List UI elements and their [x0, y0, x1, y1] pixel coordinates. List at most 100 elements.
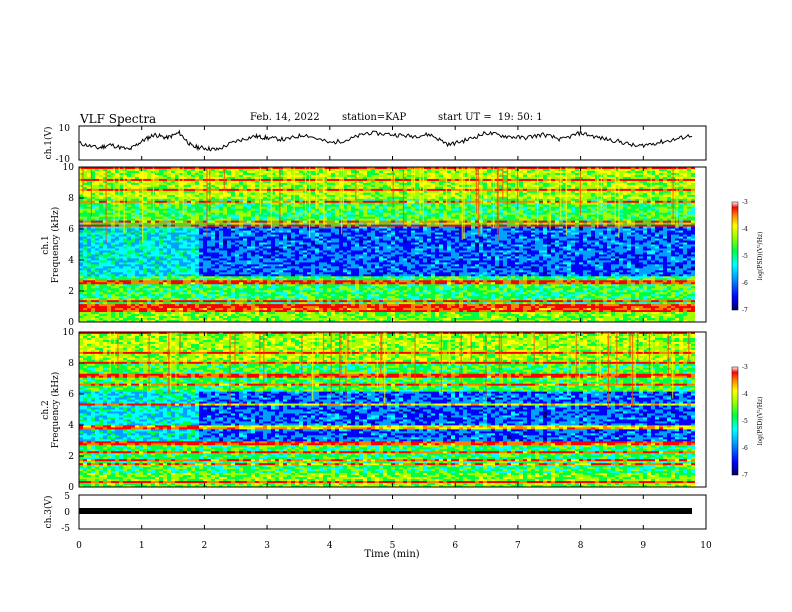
ch1-spec-cell — [391, 212, 395, 215]
ch1-spec-cell — [107, 206, 111, 210]
ch1-spec-cell — [163, 212, 167, 215]
ch1-spec-cell — [127, 168, 131, 172]
ch1-spec-cell — [523, 212, 527, 215]
ch1-spec-cell — [171, 204, 175, 208]
ch1-spec-cell — [159, 210, 163, 214]
ch1-spec-cell — [511, 192, 515, 196]
ch1-spec-cell — [215, 182, 219, 186]
ch1-spec-cell — [527, 212, 531, 215]
ch1-spec-cell — [215, 196, 219, 200]
ch1-spec-cell — [379, 226, 383, 229]
ch1-spec-cell — [259, 222, 263, 225]
ch1-spec-cell — [183, 216, 187, 219]
ch1-spec-cell — [435, 192, 439, 196]
ch1-spec-cell — [643, 170, 647, 174]
ch1-spec-cell — [199, 204, 203, 208]
ch1-spec-cell — [299, 210, 303, 214]
ch1-spec-cell — [387, 190, 391, 194]
ch1-spec-cell — [411, 184, 415, 188]
ch1-spec-cell — [339, 172, 343, 176]
ch1-spec-cell — [263, 222, 267, 225]
ch1-spec-cell — [143, 182, 147, 186]
ch1-spec-cell — [375, 194, 379, 198]
ch1-spec-cell — [583, 194, 587, 198]
ch1-spec-cell — [487, 190, 491, 194]
ch1-spec-cell — [471, 214, 475, 217]
ch1-spec-cell — [275, 167, 279, 170]
ch1-spec-cell — [383, 178, 387, 182]
ch1-spec-cell — [483, 188, 487, 192]
ch1-spec-cell — [231, 188, 235, 192]
ch1-spec-cell — [139, 182, 143, 186]
ch1-spec-cell — [583, 222, 587, 225]
ch1-spec-cell — [83, 178, 87, 182]
ch1-spec-cell — [635, 190, 639, 194]
ch1-spec-cell — [131, 228, 135, 231]
ch1-spec-cell — [311, 212, 315, 215]
ch1-spec-cell — [251, 194, 255, 198]
ch1-spec-cell — [239, 220, 243, 223]
ch1-spec-cell — [415, 206, 419, 210]
ch1-spec-cell — [167, 218, 171, 221]
ch1-spec-cell — [635, 188, 639, 192]
ch1-spec-cell — [171, 186, 175, 190]
ch1-spec-cell — [235, 222, 239, 225]
ch1-spec-cell — [575, 218, 579, 221]
ch1-spec-cell — [115, 222, 119, 225]
ch1-spec-cell — [143, 190, 147, 194]
ch1-spec-cell — [543, 216, 547, 219]
ch1-spec-cell — [163, 216, 167, 219]
ch1-spec-cell — [167, 198, 171, 202]
ch1-spec-cell — [567, 168, 571, 172]
ch1-spec-cell — [551, 212, 555, 215]
ch1-spec-cell — [687, 188, 691, 192]
ch1-ytick-bottom: -10 — [56, 155, 71, 165]
ch1-spec-cell — [331, 180, 335, 184]
ch1-spec-cell — [655, 174, 659, 178]
ch1-spec-cell — [563, 192, 567, 196]
ch1-spec-cell — [503, 170, 507, 174]
ch1-spec-cell — [439, 194, 443, 198]
ch1-spec-cell — [375, 228, 379, 231]
ch1-spec-cell — [263, 180, 267, 184]
ch1-spec-cell — [199, 172, 203, 176]
ch1-spec-cell — [647, 214, 651, 217]
ch1-spec-cell — [327, 190, 331, 194]
ch1-spec-cell — [347, 170, 351, 174]
ch1-spec-cell — [83, 186, 87, 190]
ch1-spec-cell — [323, 190, 327, 194]
ch1-spec-cell — [119, 188, 123, 192]
ch1-spec-cell — [263, 220, 267, 223]
ch1-spec-cell — [343, 184, 347, 188]
ch1-spec-cell — [379, 220, 383, 223]
ch1-spec-cell — [271, 184, 275, 188]
ch1-spec-cell — [363, 216, 367, 219]
ch1-spec-cell — [395, 224, 399, 227]
ch1-spec-cell — [383, 182, 387, 186]
ch1-spec-cell — [667, 224, 671, 227]
ch1-spec-cell — [135, 172, 139, 176]
ch1-spec-cell — [235, 190, 239, 194]
ch1-spec-cell — [691, 218, 695, 221]
ch1-spec-cell — [143, 210, 147, 214]
ch1-spec-cell — [643, 216, 647, 219]
ch1-spec-cell — [459, 167, 463, 170]
ch1-spec-cell — [207, 220, 211, 223]
ch1-spec-cell — [135, 168, 139, 172]
ch1-spec-cell — [687, 218, 691, 221]
ch1-spec-cell — [531, 174, 535, 178]
ch1-spec-cell — [555, 202, 559, 206]
ch1-spec-cell — [483, 226, 487, 229]
ch1-spec-cell — [623, 186, 627, 190]
ch1-spec-cell — [247, 178, 251, 182]
ch1-spec-cell — [83, 200, 87, 204]
ch1-spec-cell — [155, 184, 159, 188]
ch1-spec-cell — [395, 208, 399, 212]
ch1-spec-cell — [339, 204, 343, 208]
ch1-spec-cell — [431, 218, 435, 221]
ch1-spec-cell — [363, 200, 367, 204]
ch1-spec-cell — [583, 224, 587, 227]
ch1-spec-cell — [655, 198, 659, 202]
ch1-spec-cell — [443, 190, 447, 194]
ch1-spec-cell — [611, 204, 615, 208]
